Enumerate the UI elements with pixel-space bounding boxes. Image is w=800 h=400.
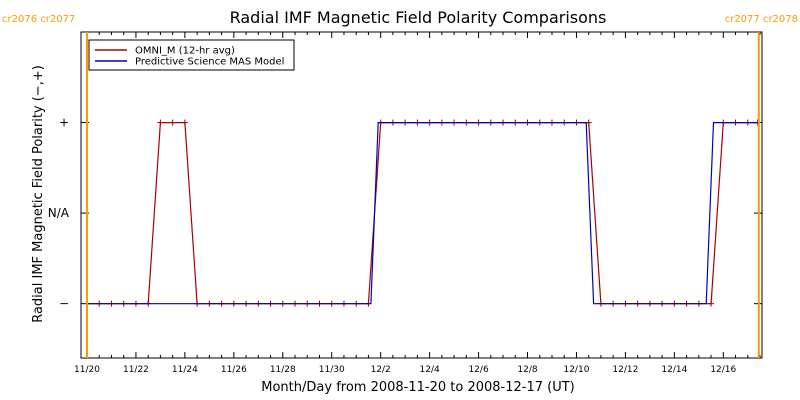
x-tick-label: 12/12	[612, 365, 638, 375]
x-tick-label: 11/28	[270, 365, 296, 375]
legend-entry: OMNI_M (12-hr avg)	[135, 46, 235, 57]
x-tick-label: 12/14	[661, 365, 687, 375]
legend-box	[88, 39, 295, 71]
data-point	[181, 119, 188, 126]
series-line	[87, 121, 758, 305]
x-tick-label: 12/6	[468, 365, 488, 375]
x-tick-label: 12/16	[710, 365, 736, 375]
chart-title: Radial IMF Magnetic Field Polarity Compa…	[230, 8, 607, 27]
x-tick-label: 11/24	[172, 365, 198, 375]
data-point	[169, 119, 176, 126]
x-tick-label: 12/4	[420, 365, 440, 375]
legend-entry: Predictive Science MAS Model	[135, 57, 284, 68]
x-tick-label: 12/2	[371, 365, 391, 375]
y-tick-label: N/A	[48, 206, 70, 220]
x-tick-label: 12/10	[563, 365, 589, 375]
x-tick-label: 11/26	[221, 365, 247, 375]
series-line	[87, 121, 758, 305]
y-tick-label: −	[59, 297, 69, 311]
data-point	[708, 300, 715, 307]
x-tick-label: 11/20	[74, 365, 100, 375]
x-tick-label: 12/8	[517, 365, 537, 375]
plot-frame	[80, 31, 763, 359]
y-tick-label: +	[59, 116, 69, 130]
x-axis-label: Month/Day from 2008-11-20 to 2008-12-17 …	[261, 380, 574, 395]
y-axis-label: Radial IMF Magnetic Field Polarity (−,+)	[31, 65, 46, 323]
plot-layer: 11/20 11/22 11/24 11/26 11/28 11/30 12/2 12/4 12…	[2, 14, 798, 375]
x-tick-label: 11/30	[319, 365, 345, 375]
data-point	[157, 119, 164, 126]
cr-boundary-label: cr2076 cr2077	[2, 14, 75, 25]
x-tick-label: 11/22	[123, 365, 149, 375]
cr-boundary-label: cr2077 cr2078	[725, 14, 798, 25]
